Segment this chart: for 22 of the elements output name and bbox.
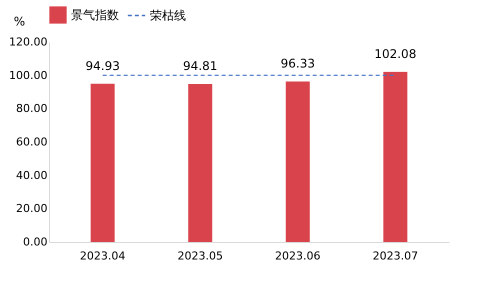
bar [188, 84, 212, 242]
data-label: 102.08 [374, 46, 416, 61]
x-tick-label: 2023.05 [177, 250, 223, 262]
legend-label: 景气指数 [71, 8, 119, 22]
bar [286, 81, 310, 242]
data-label: 94.81 [183, 58, 218, 73]
y-tick-label: 20.00 [16, 202, 48, 216]
y-tick-label: 80.00 [16, 102, 48, 116]
bar [90, 84, 115, 242]
data-label: 94.93 [85, 58, 120, 73]
y-axis-title: % [14, 14, 26, 28]
y-tick-label: 120.00 [9, 36, 48, 48]
y-tick-label: 0.00 [23, 236, 48, 248]
x-tick-label: 2023.04 [80, 250, 126, 262]
y-tick-label: 40.00 [16, 168, 48, 182]
x-tick-label: 2023.06 [275, 250, 321, 262]
y-tick-label: 60.00 [16, 136, 48, 148]
x-tick-label: 2023.07 [372, 250, 418, 262]
bar [383, 72, 408, 242]
y-tick-label: 100.00 [9, 68, 48, 82]
data-label: 96.33 [280, 56, 315, 70]
legend-label: 荣枯线 [150, 8, 186, 22]
